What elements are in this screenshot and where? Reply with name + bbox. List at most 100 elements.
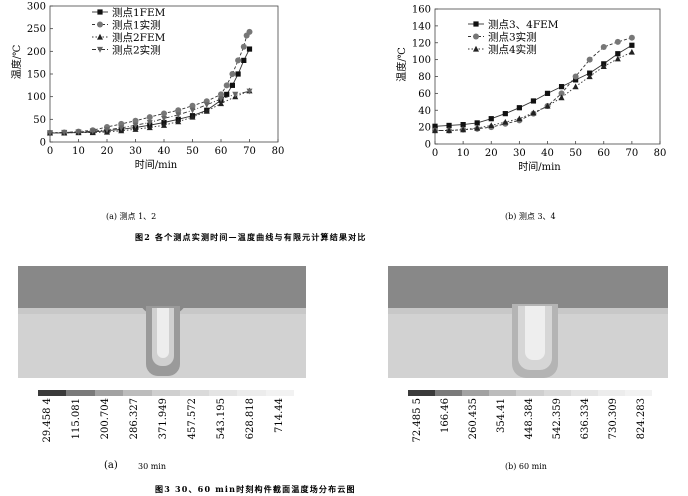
data-point	[446, 127, 453, 134]
data-point	[614, 55, 621, 62]
data-point	[175, 112, 182, 118]
data-point	[189, 113, 196, 120]
data-point	[614, 38, 621, 45]
chart-panel-b: 0 10 20 30 40 50 60 70 80 0 20 40 60 80 100 120 140 160 时间…	[395, 5, 666, 174]
legend-marker	[473, 33, 479, 40]
chart-panel-a: 0 10 20 30 40 50 60 70 80 0 50 100 150 200 250 300 时间/mi…	[10, 2, 284, 172]
data-point	[146, 119, 153, 126]
data-point	[628, 34, 635, 41]
scale-swatch	[435, 390, 463, 396]
temperature-map-b	[388, 266, 668, 378]
data-point	[629, 42, 635, 48]
data-point	[558, 94, 565, 101]
scale-swatch	[543, 390, 571, 396]
y-tick-label: 200	[27, 47, 46, 58]
scale-label: 166.46	[440, 398, 451, 433]
x-tick-label: 70	[626, 148, 639, 159]
data-point	[161, 115, 167, 122]
legend-label: 测点2FEM	[112, 31, 166, 44]
scale-swatch	[489, 390, 517, 396]
data-point	[240, 43, 247, 50]
data-point	[628, 48, 635, 55]
x-tick-label: 10	[72, 146, 85, 157]
legend-label: 测点1实测	[112, 19, 161, 32]
x-tick-label: 40	[541, 148, 554, 159]
scale-label: 457.572	[187, 398, 198, 440]
legend-marker	[97, 33, 103, 40]
data-point	[432, 127, 438, 134]
scale-swatch	[151, 390, 181, 396]
x-tick-label: 50	[186, 146, 199, 157]
data-point	[118, 125, 125, 132]
y-tick-label: 250	[27, 24, 46, 35]
y-tick-label: 50	[33, 115, 46, 126]
y-tick-label: 150	[27, 70, 46, 81]
data-point	[544, 102, 551, 109]
y-tick-label: 300	[27, 2, 46, 13]
data-point	[132, 117, 139, 124]
scale-swatch	[94, 390, 124, 396]
data-point	[432, 123, 438, 129]
subcaption-b: (b) 测点 3、4	[505, 212, 556, 221]
x-tick-label: 80	[272, 146, 285, 157]
data-point	[516, 105, 522, 111]
y-tick-label: 100	[27, 92, 46, 103]
data-point	[75, 129, 82, 136]
scale-swatch	[123, 390, 152, 396]
data-point	[587, 70, 593, 76]
scale-swatch	[66, 390, 95, 396]
y-axis-label: 温度/℃	[10, 45, 23, 80]
data-point	[516, 115, 523, 122]
data-point	[600, 43, 607, 50]
scale-swatch	[265, 390, 294, 396]
data-point	[586, 56, 593, 63]
subcaption-3a-label: (a)	[104, 460, 118, 471]
subcaption-a: (a) 测点 1、2	[106, 212, 157, 221]
scale-label: 543.195	[216, 398, 227, 440]
x-tick-label: 30	[129, 146, 142, 157]
data-point	[223, 82, 230, 89]
y-tick-label: 20	[418, 123, 431, 134]
scale-swatch	[38, 390, 67, 396]
x-axis-label: 时间/min	[518, 160, 561, 173]
y-tick-label: 160	[412, 5, 431, 16]
data-point	[235, 71, 241, 77]
color-scale-a	[38, 390, 294, 396]
y-tick-label: 140	[412, 21, 431, 32]
data-point	[175, 107, 182, 114]
figure-2-caption: 图2 各个测点实测时间—温度曲线与有限元计算结果对比	[135, 232, 367, 242]
data-point	[446, 122, 452, 129]
scale-label: 371.949	[158, 398, 169, 440]
legend-label: 测点3、4FEM	[488, 18, 559, 31]
scale-label: 730.309	[608, 398, 619, 440]
data-point	[241, 57, 247, 63]
data-point	[558, 90, 565, 97]
y-axis-label: 温度/℃	[395, 47, 408, 82]
scale-swatch	[597, 390, 625, 396]
data-point	[246, 88, 253, 95]
y-tick-label: 60	[418, 89, 431, 100]
data-point	[175, 118, 182, 125]
series-line	[435, 51, 633, 131]
scale-label: 628.818	[245, 398, 256, 440]
data-point	[146, 124, 153, 131]
data-point	[558, 84, 565, 90]
y-tick-label: 80	[418, 72, 431, 83]
x-tick-label: 20	[101, 146, 114, 157]
scale-label: 260.435	[468, 398, 479, 440]
data-point	[232, 91, 239, 98]
y-tick-label: 40	[418, 106, 431, 117]
scale-label: 200.704	[100, 398, 111, 440]
x-tick-label: 40	[158, 146, 171, 157]
y-tick-label: 0	[40, 138, 46, 149]
series-3	[432, 48, 635, 134]
data-point	[474, 120, 480, 126]
figure-3-caption: 图3 30、60 min时刻构件截面温度场分布云图	[155, 484, 356, 494]
scale-swatch	[624, 390, 652, 396]
scale-label: 29.458 4	[42, 398, 53, 443]
data-point	[474, 124, 481, 131]
data-point	[203, 107, 210, 114]
legend-marker	[473, 21, 479, 27]
